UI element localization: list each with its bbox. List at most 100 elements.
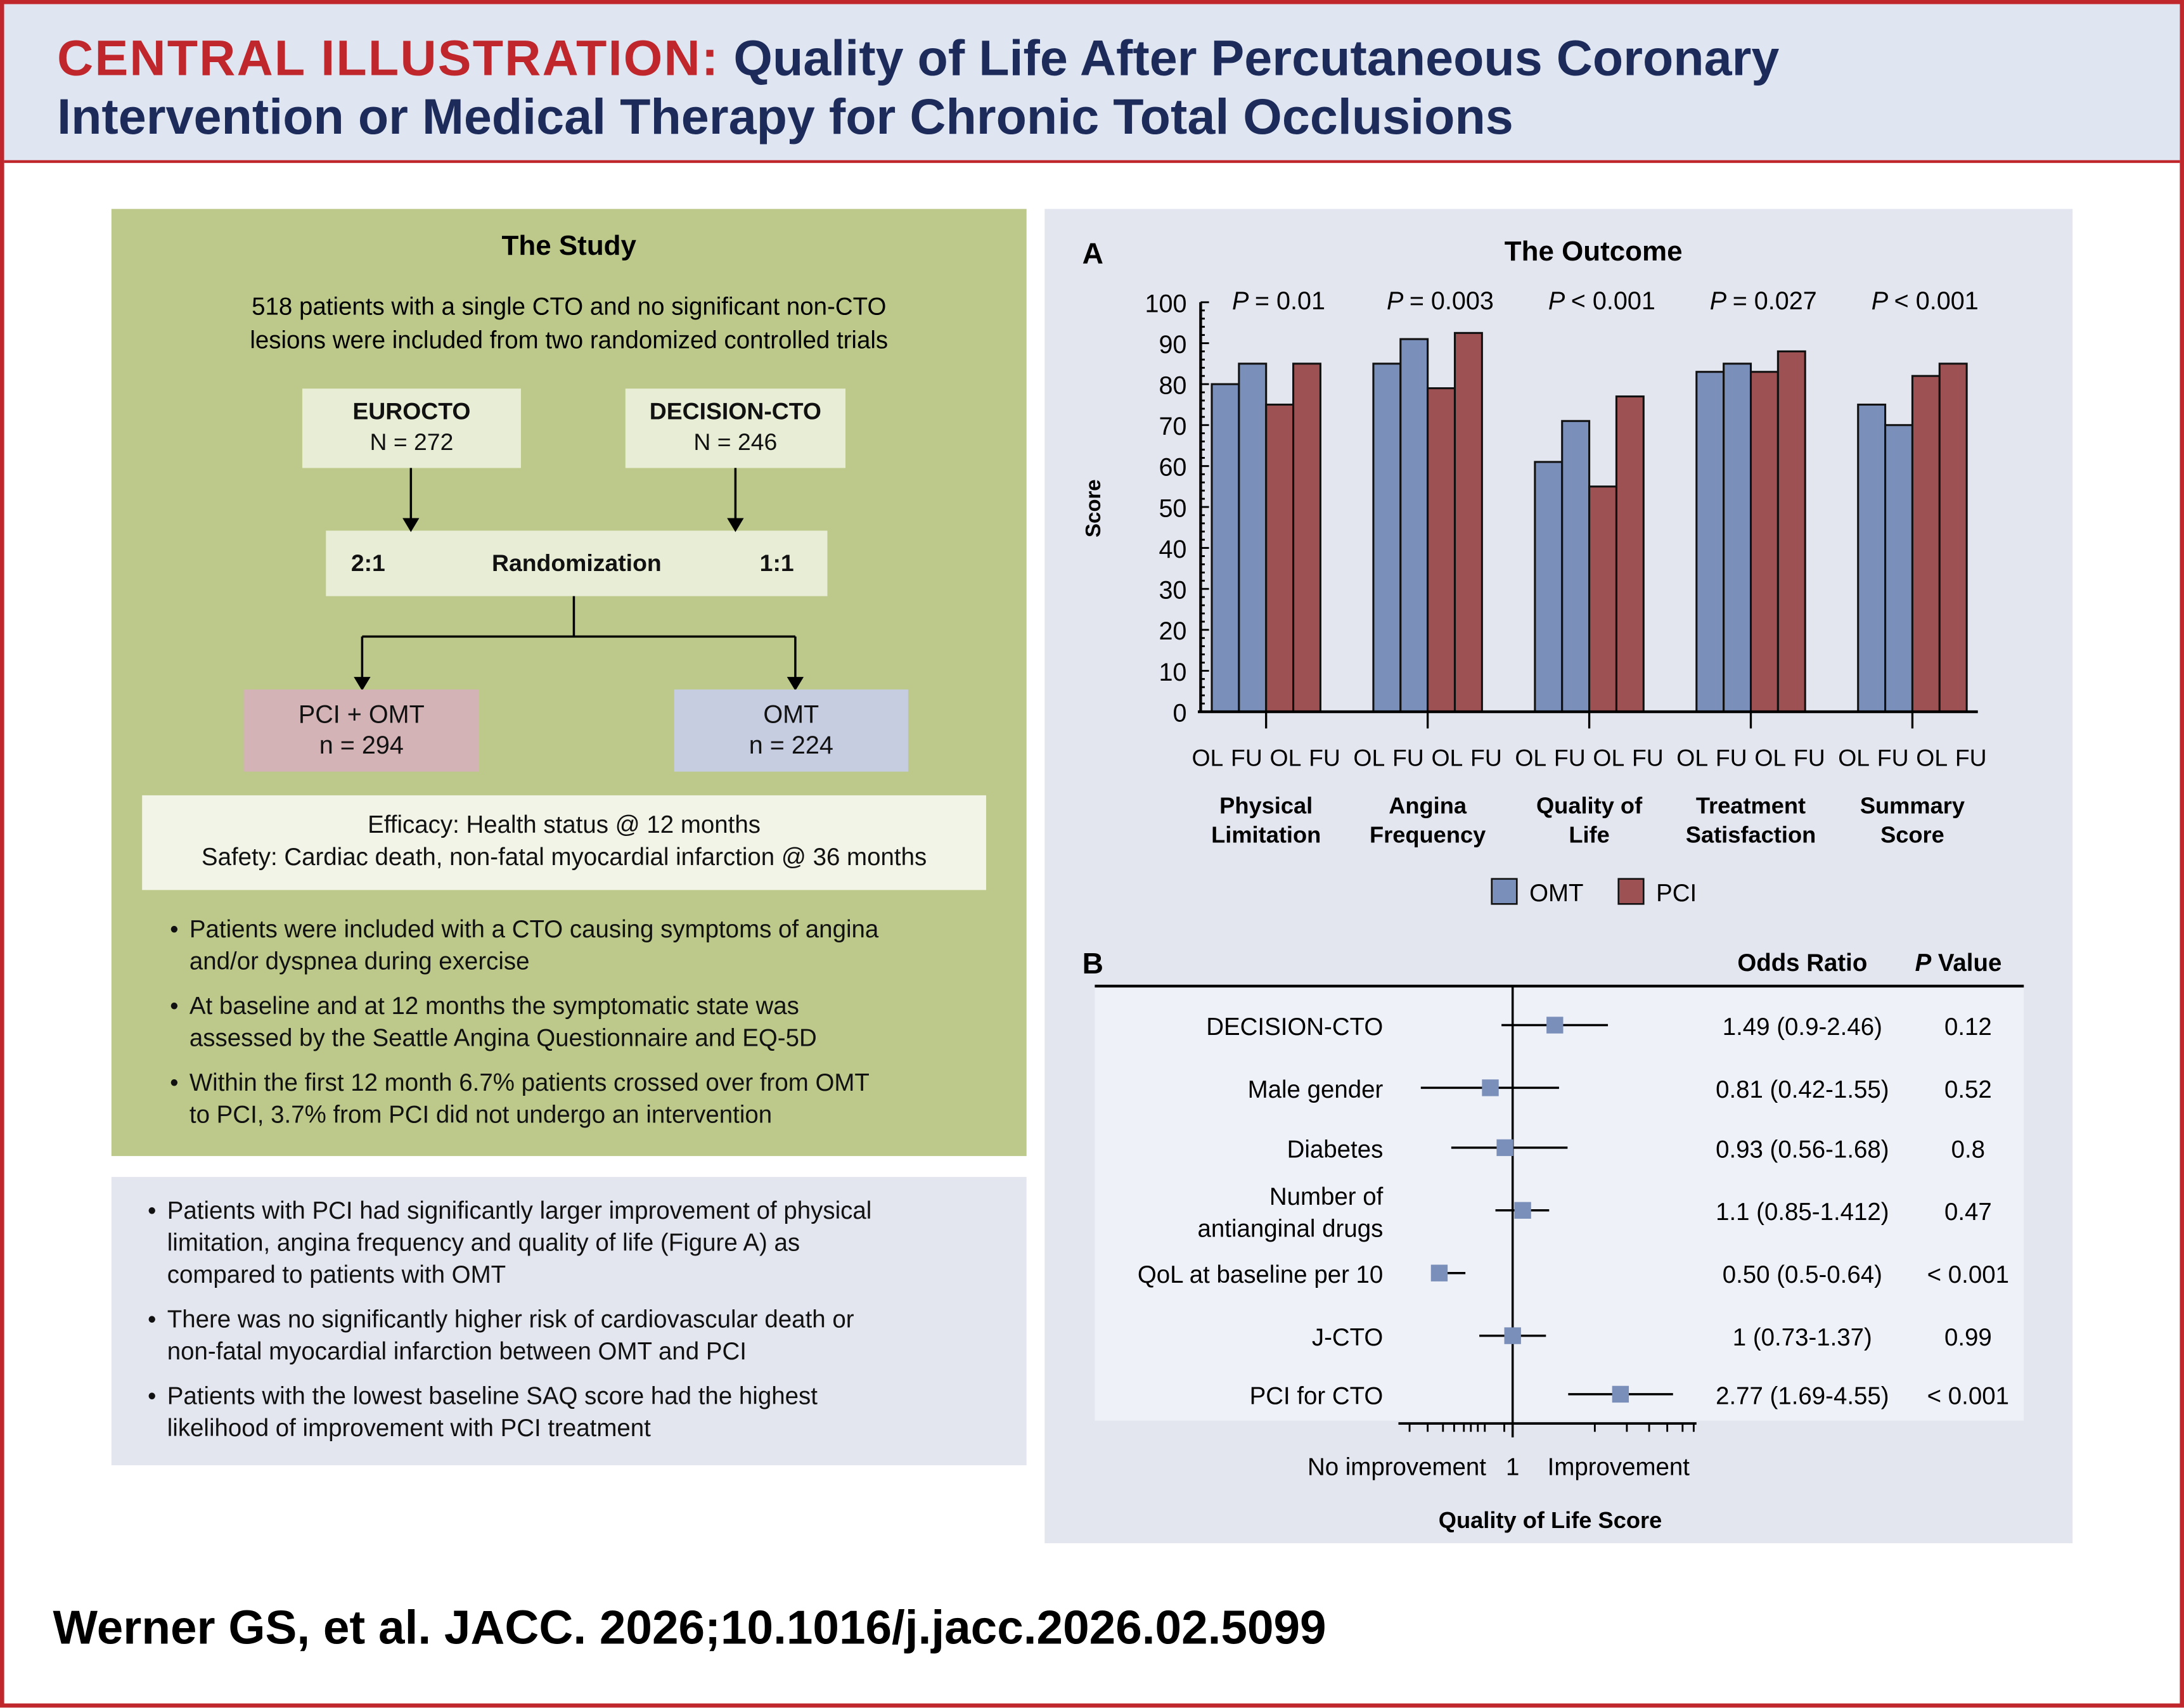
row-label: Male gender — [1248, 1076, 1384, 1103]
page-title: CENTRAL ILLUSTRATION: Quality of Life Af… — [57, 29, 2161, 146]
title-line-1: Quality of Life After Percutaneous Coron… — [733, 29, 1780, 87]
y-tick-label: 50 — [1159, 494, 1186, 522]
row-label: PCI for CTO — [1250, 1382, 1384, 1409]
outcome-heading: The Outcome — [1505, 236, 1683, 267]
intro-line: lesions were included from two randomize… — [250, 326, 889, 354]
bar — [1211, 383, 1240, 713]
ratio-left: 2:1 — [350, 550, 385, 577]
bar — [1695, 371, 1725, 713]
or-value: 1 (0.73-1.37) — [1733, 1324, 1872, 1351]
bar — [1265, 403, 1295, 713]
x-axis-label: Quality of Life Score — [1439, 1507, 1662, 1533]
bar — [1427, 387, 1456, 713]
findings-panel: Patients with PCI had significantly larg… — [111, 1177, 1027, 1465]
y-tick-label: 20 — [1159, 617, 1186, 645]
legend-swatch-omt — [1491, 878, 1518, 905]
arrowhead — [354, 677, 371, 691]
arm-box-pci: PCI + OMT n = 294 — [243, 689, 480, 772]
category-label: Satisfaction — [1686, 822, 1816, 848]
title-line-2: Intervention or Medical Therapy for Chro… — [57, 87, 1513, 145]
sub-label: FU — [1392, 745, 1424, 771]
legend-swatch-pci — [1617, 878, 1645, 905]
p-value-label: P = 0.027 — [1710, 287, 1817, 315]
bar — [1372, 363, 1402, 713]
y-tick-label: 70 — [1159, 413, 1186, 440]
or-value: 1.49 (0.9-2.46) — [1723, 1013, 1882, 1041]
y-tick-label: 10 — [1159, 658, 1186, 686]
category-label: Life — [1569, 822, 1609, 848]
title-label: CENTRAL ILLUSTRATION: — [57, 29, 720, 87]
or-marker — [1546, 1017, 1564, 1034]
p-value-label: P = 0.01 — [1232, 287, 1325, 315]
header-odds-ratio: Odds Ratio — [1737, 949, 1867, 977]
bar — [1749, 371, 1779, 713]
sub-label: FU — [1231, 745, 1262, 771]
bar — [1453, 331, 1483, 713]
p-value: 0.99 — [1944, 1324, 1992, 1351]
bar — [1938, 363, 1968, 713]
sub-label: OL — [1270, 745, 1302, 771]
study-bullets: Patients were included with a CTO causin… — [164, 914, 1021, 1144]
intro-line: 518 patients with a single CTO and no si… — [252, 292, 887, 321]
or-marker — [1514, 1202, 1531, 1219]
category-label: Quality of — [1536, 792, 1643, 818]
row-label: Number of — [1269, 1183, 1384, 1210]
or-value: 2.77 (1.69-4.55) — [1716, 1382, 1889, 1409]
p-value: 0.12 — [1944, 1013, 1992, 1041]
bullet-item: Patients with PCI had significantly larg… — [142, 1195, 1020, 1292]
sub-label: FU — [1554, 745, 1586, 771]
study-heading: The Study — [501, 231, 636, 262]
sub-label: OL — [1431, 745, 1463, 771]
bar — [1399, 338, 1429, 713]
forest-background — [1095, 987, 2024, 1421]
y-tick-label: 40 — [1159, 536, 1186, 563]
improvement-label: Improvement — [1548, 1453, 1690, 1480]
row-label: antianginal drugs — [1198, 1216, 1384, 1243]
category-label: Summary — [1860, 792, 1965, 818]
arm-n: n = 294 — [319, 731, 404, 759]
bullet-item: At baseline and at 12 months the symptom… — [164, 991, 1021, 1055]
y-tick-label: 60 — [1159, 454, 1186, 482]
bullet-item: There was no significantly higher risk o… — [142, 1304, 1020, 1368]
sub-label: OL — [1754, 745, 1786, 771]
p-value: 0.47 — [1944, 1198, 1992, 1226]
or-value: 0.93 (0.56-1.68) — [1716, 1136, 1889, 1163]
reference-label: 1 — [1506, 1453, 1519, 1480]
p-value: 0.8 — [1951, 1136, 1985, 1163]
trial-name: DECISION-CTO — [649, 398, 821, 425]
endpoint-safety: Safety: Cardiac death, non-fatal myocard… — [201, 842, 927, 871]
legend-label-pci: PCI — [1656, 880, 1697, 907]
arm-name: OMT — [763, 700, 819, 729]
p-value-label: P < 0.001 — [1548, 287, 1655, 315]
p-value: < 0.001 — [1927, 1261, 2009, 1288]
or-marker — [1496, 1139, 1513, 1157]
row-label: Diabetes — [1287, 1136, 1384, 1163]
header-p-value: P Value — [1915, 949, 2002, 977]
sub-label: FU — [1632, 745, 1664, 771]
arm-name: PCI + OMT — [298, 700, 425, 729]
ratio-right: 1:1 — [759, 550, 794, 577]
flow-arrows — [354, 468, 804, 691]
category-label: Angina — [1389, 792, 1467, 818]
sub-label: FU — [1716, 745, 1747, 771]
or-value: 0.50 (0.5-0.64) — [1723, 1261, 1882, 1288]
header: CENTRAL ILLUSTRATION: Quality of Life Af… — [4, 4, 2180, 164]
or-value: 1.1 (0.85-1.412) — [1716, 1198, 1889, 1226]
randomization-label: Randomization — [491, 550, 662, 577]
y-tick-label: 30 — [1159, 577, 1186, 605]
bar — [1857, 403, 1887, 713]
p-value-label: P < 0.001 — [1872, 287, 1979, 315]
bar — [1723, 363, 1752, 713]
category-label: Limitation — [1211, 822, 1321, 848]
bar — [1911, 375, 1941, 713]
arrowhead — [787, 677, 804, 691]
p-value-label: P = 0.003 — [1387, 287, 1494, 315]
row-label: J-CTO — [1312, 1324, 1383, 1351]
sub-label: OL — [1838, 745, 1870, 771]
endpoints-box: Efficacy: Health status @ 12 months Safe… — [142, 795, 986, 890]
sub-label: OL — [1353, 745, 1385, 771]
arm-box-omt: OMT n = 224 — [674, 689, 908, 772]
bar — [1561, 420, 1591, 713]
